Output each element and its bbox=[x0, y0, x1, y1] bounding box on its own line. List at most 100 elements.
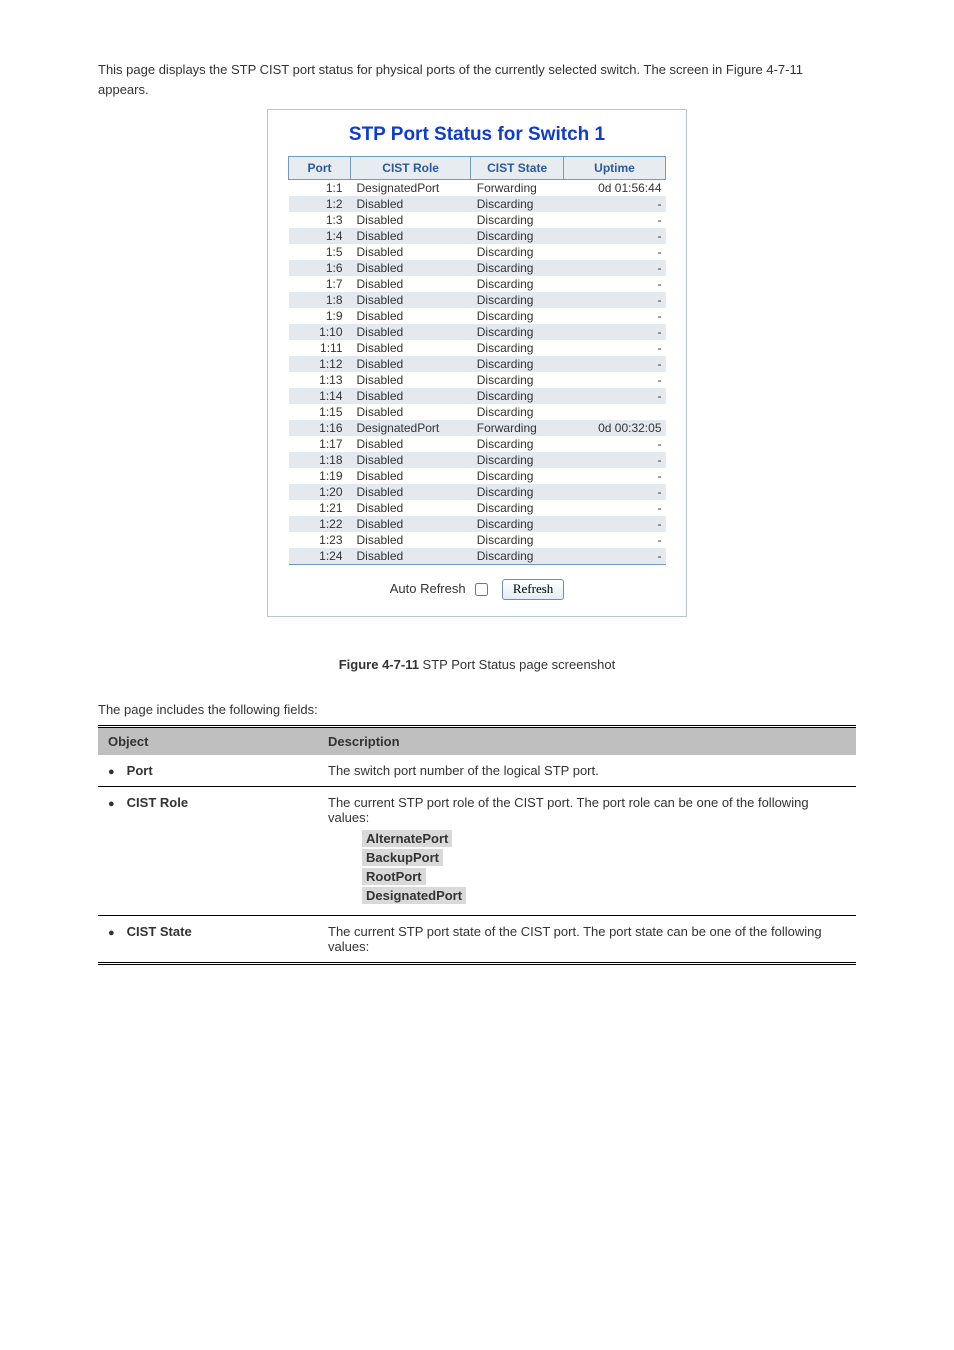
role-cell: Disabled bbox=[351, 340, 471, 356]
port-status-table: Port CIST Role CIST State Uptime 1:1Desi… bbox=[288, 156, 666, 565]
port-cell: 1:22 bbox=[289, 516, 351, 532]
role-cell: Disabled bbox=[351, 388, 471, 404]
uptime-cell: - bbox=[564, 500, 666, 516]
port-cell: 1:10 bbox=[289, 324, 351, 340]
auto-refresh-checkbox[interactable] bbox=[475, 583, 488, 596]
port-cell: 1:1 bbox=[289, 180, 351, 197]
state-cell: Forwarding bbox=[471, 420, 564, 436]
state-cell: Discarding bbox=[471, 356, 564, 372]
role-cell: Disabled bbox=[351, 292, 471, 308]
uptime-cell: - bbox=[564, 452, 666, 468]
state-cell: Discarding bbox=[471, 260, 564, 276]
desc-row: ●CIST Role The current STP port role of … bbox=[98, 787, 856, 916]
page-includes-label: The page includes the following fields: bbox=[98, 702, 856, 717]
port-cell: 1:7 bbox=[289, 276, 351, 292]
refresh-row: Auto Refresh Refresh bbox=[288, 579, 666, 600]
col-header-state: CIST State bbox=[471, 157, 564, 180]
list-item: RootPort bbox=[362, 869, 846, 884]
uptime-cell: - bbox=[564, 260, 666, 276]
intro-paragraph: This page displays the STP CIST port sta… bbox=[98, 60, 856, 99]
state-cell: Discarding bbox=[471, 452, 564, 468]
port-cell: 1:12 bbox=[289, 356, 351, 372]
table-row: 1:9DisabledDiscarding- bbox=[289, 308, 666, 324]
panel-title: STP Port Status for Switch 1 bbox=[288, 124, 666, 146]
table-header-row: Port CIST Role CIST State Uptime bbox=[289, 157, 666, 180]
table-row: 1:11DisabledDiscarding- bbox=[289, 340, 666, 356]
uptime-cell: 0d 01:56:44 bbox=[564, 180, 666, 197]
desc-header-object: Object bbox=[98, 727, 318, 756]
col-header-port: Port bbox=[289, 157, 351, 180]
port-cell: 1:20 bbox=[289, 484, 351, 500]
table-row: 1:24DisabledDiscarding- bbox=[289, 548, 666, 565]
uptime-cell: - bbox=[564, 196, 666, 212]
role-cell: Disabled bbox=[351, 196, 471, 212]
port-cell: 1:18 bbox=[289, 452, 351, 468]
desc-object-cell: ● Port bbox=[98, 755, 318, 787]
bullet-icon: ● bbox=[108, 927, 115, 939]
uptime-cell: - bbox=[564, 324, 666, 340]
caption-figure-label: Figure 4-7-11 bbox=[339, 657, 419, 672]
table-row: 1:14DisabledDiscarding- bbox=[289, 388, 666, 404]
state-cell: Discarding bbox=[471, 228, 564, 244]
port-cell: 1:17 bbox=[289, 436, 351, 452]
desc-object-cell: ●CIST State bbox=[98, 916, 318, 964]
col-header-role: CIST Role bbox=[351, 157, 471, 180]
role-cell: Disabled bbox=[351, 468, 471, 484]
role-cell: DesignatedPort bbox=[351, 420, 471, 436]
uptime-cell bbox=[564, 404, 666, 420]
uptime-cell: 0d 00:32:05 bbox=[564, 420, 666, 436]
port-cell: 1:2 bbox=[289, 196, 351, 212]
role-cell: Disabled bbox=[351, 484, 471, 500]
table-row: 1:2DisabledDiscarding- bbox=[289, 196, 666, 212]
bullet-icon: ● bbox=[108, 766, 115, 778]
state-cell: Discarding bbox=[471, 276, 564, 292]
auto-refresh-label: Auto Refresh bbox=[390, 581, 466, 596]
role-cell: Disabled bbox=[351, 452, 471, 468]
role-name: AlternatePort bbox=[362, 830, 452, 847]
desc-object-port: Port bbox=[127, 763, 153, 778]
refresh-button[interactable]: Refresh bbox=[502, 579, 564, 600]
state-cell: Discarding bbox=[471, 308, 564, 324]
uptime-cell: - bbox=[564, 308, 666, 324]
uptime-cell: - bbox=[564, 372, 666, 388]
table-row: 1:12DisabledDiscarding- bbox=[289, 356, 666, 372]
port-cell: 1:19 bbox=[289, 468, 351, 484]
desc-description-cell: The current STP port state of the CIST p… bbox=[318, 916, 856, 964]
role-cell: Disabled bbox=[351, 372, 471, 388]
table-row: 1:23DisabledDiscarding- bbox=[289, 532, 666, 548]
uptime-cell: - bbox=[564, 292, 666, 308]
table-row: 1:1DesignatedPortForwarding0d 01:56:44 bbox=[289, 180, 666, 197]
table-row: 1:17DisabledDiscarding- bbox=[289, 436, 666, 452]
uptime-cell: - bbox=[564, 468, 666, 484]
role-cell: Disabled bbox=[351, 532, 471, 548]
desc-row: ● Port The switch port number of the logi… bbox=[98, 755, 856, 787]
list-item: DesignatedPort bbox=[362, 888, 846, 903]
table-row: 1:10DisabledDiscarding- bbox=[289, 324, 666, 340]
role-cell: Disabled bbox=[351, 548, 471, 565]
uptime-cell: - bbox=[564, 356, 666, 372]
uptime-cell: - bbox=[564, 532, 666, 548]
list-item: AlternatePort bbox=[362, 831, 846, 846]
description-table: Object Description ●Port The switch port… bbox=[98, 725, 856, 965]
table-row: 1:6DisabledDiscarding- bbox=[289, 260, 666, 276]
state-cell: Discarding bbox=[471, 404, 564, 420]
state-cell: Discarding bbox=[471, 484, 564, 500]
state-cell: Forwarding bbox=[471, 180, 564, 197]
desc-row: ●CIST State The current STP port state o… bbox=[98, 916, 856, 964]
table-row: 1:5DisabledDiscarding- bbox=[289, 244, 666, 260]
table-row: 1:21DisabledDiscarding- bbox=[289, 500, 666, 516]
uptime-cell: - bbox=[564, 436, 666, 452]
desc-description-cell: The switch port number of the logical ST… bbox=[318, 755, 856, 787]
table-row: 1:13DisabledDiscarding- bbox=[289, 372, 666, 388]
state-cell: Discarding bbox=[471, 500, 564, 516]
bullet-icon: ● bbox=[108, 798, 115, 810]
role-name: DesignatedPort bbox=[362, 887, 466, 904]
port-cell: 1:3 bbox=[289, 212, 351, 228]
port-cell: 1:15 bbox=[289, 404, 351, 420]
role-cell: Disabled bbox=[351, 500, 471, 516]
uptime-cell: - bbox=[564, 388, 666, 404]
role-cell: Disabled bbox=[351, 436, 471, 452]
state-cell: Discarding bbox=[471, 212, 564, 228]
table-row: 1:22DisabledDiscarding- bbox=[289, 516, 666, 532]
uptime-cell: - bbox=[564, 212, 666, 228]
